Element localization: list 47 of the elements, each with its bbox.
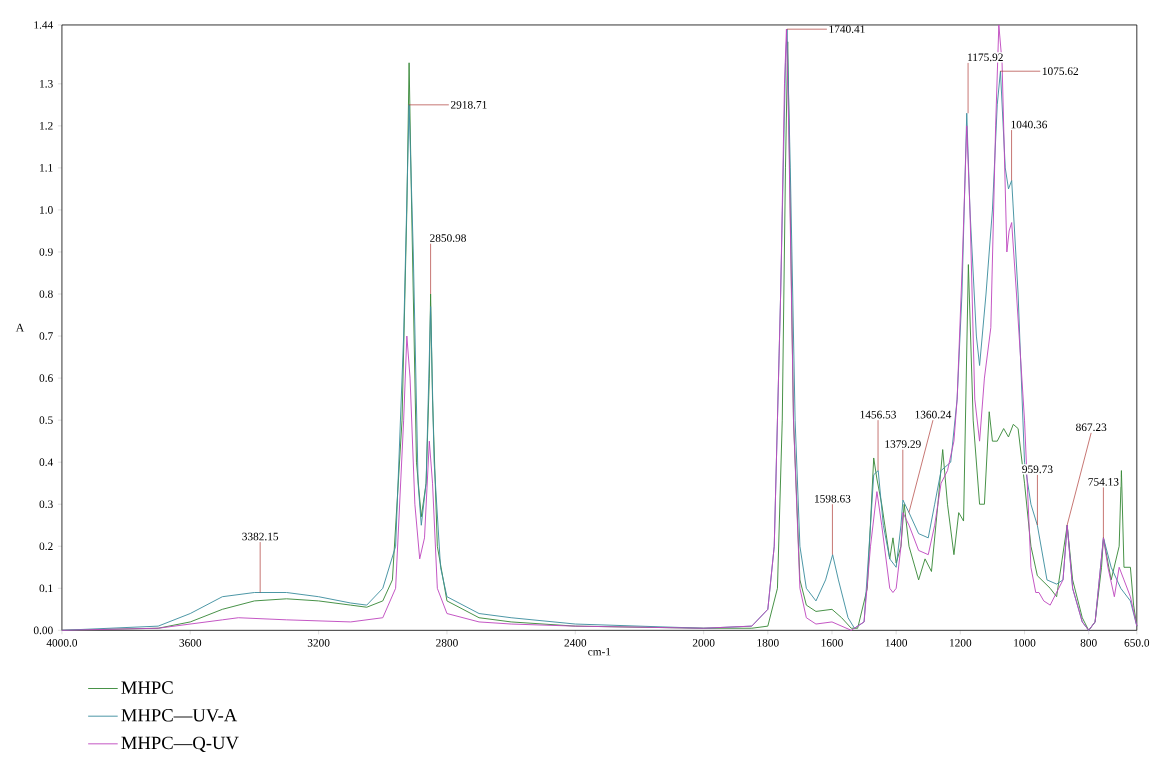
y-tick-label: 1.44 [34, 21, 54, 29]
y-axis-title: A [15, 323, 25, 332]
x-tick-label: 3600 [179, 638, 202, 647]
annotation: 1379.29 [885, 440, 921, 448]
y-tick-label: 0.1 [39, 584, 53, 593]
annotation: 1598.63 [815, 494, 851, 503]
x-tick-label: 4000.0 [46, 638, 78, 647]
annotation: 1175.92 [968, 53, 1003, 62]
y-tick-label: 0.8 [39, 290, 53, 298]
annotation: 1360.24 [915, 410, 952, 419]
x-tick-label: 1200 [950, 638, 972, 647]
annotation: 1456.53 [860, 410, 896, 419]
annotation: 754.13 [1088, 477, 1119, 486]
x-tick-label: 1600 [821, 638, 843, 647]
x-tick-label: 650.0 [1124, 638, 1150, 647]
y-tick-label: 0.3 [39, 500, 53, 508]
y-tick-label: 0.5 [39, 416, 53, 424]
x-tick-label: 800 [1080, 638, 1097, 647]
x-tick-label: 1000 [1014, 638, 1036, 647]
y-tick-label: 1.0 [40, 206, 53, 214]
annotation: 1740.41 [829, 25, 865, 33]
legend-label: MHPC—UV-A [121, 708, 238, 722]
x-tick-label: 2400 [564, 638, 587, 647]
y-tick-label: 1.1 [40, 163, 53, 172]
y-tick-label: 1.3 [40, 79, 53, 88]
x-tick-label: 3200 [307, 638, 330, 647]
y-tick-label: 1.2 [40, 121, 53, 130]
annotation: 1075.62 [1042, 67, 1079, 75]
x-tick-label: 1800 [757, 638, 779, 647]
legend-label: MHPC [121, 681, 173, 694]
x-tick-label: 2800 [436, 638, 458, 647]
annotation: 1040.36 [1011, 120, 1048, 129]
x-axis-title: cm-1 [588, 647, 611, 656]
x-tick-label: 1400 [885, 638, 908, 647]
annotation: 2850.98 [430, 234, 466, 242]
y-tick-label: 0.7 [39, 332, 53, 340]
y-tick-label: 0.2 [39, 542, 53, 551]
y-tick-label: 0.6 [39, 374, 53, 382]
y-tick-label: 0.9 [39, 248, 53, 256]
x-tick-label: 2000 [692, 638, 715, 647]
y-tick-label: 0.00 [33, 626, 53, 635]
annotation: 867.23 [1076, 423, 1107, 431]
annotation: 959.73 [1022, 465, 1053, 474]
annotation: 2918.71 [451, 100, 487, 109]
annotation: 3382.15 [242, 532, 279, 541]
y-tick-label: 0.4 [39, 458, 54, 466]
legend-label: MHPC—Q-UV [121, 736, 239, 752]
